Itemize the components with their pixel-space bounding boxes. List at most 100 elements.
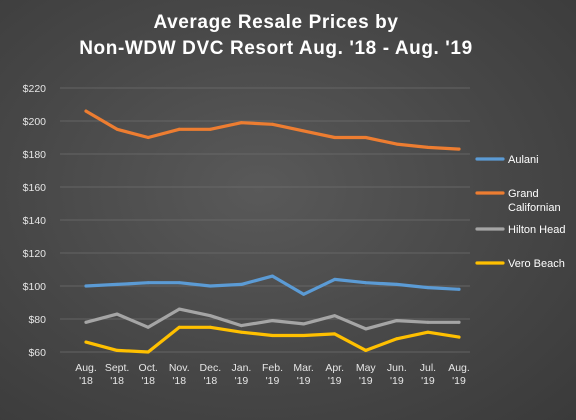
x-tick-label: Nov.: [169, 362, 190, 374]
x-tick-label: '18: [172, 375, 186, 387]
data-point: [333, 332, 337, 336]
x-tick-label: '18: [141, 375, 155, 387]
x-tick-label: Jul.: [420, 362, 436, 374]
data-point: [364, 327, 368, 331]
data-point: [333, 277, 337, 281]
data-point: [239, 121, 243, 125]
y-tick-label: $140: [23, 215, 47, 227]
data-point: [208, 314, 212, 318]
data-point: [84, 284, 88, 288]
data-point: [395, 282, 399, 286]
data-point: [146, 350, 150, 354]
x-tick-label: Apr.: [325, 362, 344, 374]
x-tick-label: '19: [297, 375, 311, 387]
y-tick-label: $100: [23, 281, 47, 293]
data-point: [426, 286, 430, 290]
data-point: [146, 136, 150, 139]
data-point: [333, 314, 337, 318]
data-point: [457, 320, 461, 324]
data-point: [457, 335, 461, 339]
x-tick-label: Dec.: [200, 362, 222, 374]
data-point: [177, 325, 181, 329]
data-point: [208, 127, 212, 131]
data-point: [208, 284, 212, 288]
chart-title-line-1: Average Resale Prices by: [153, 12, 398, 33]
y-axis-ticks: $60 $80 $100 $120 $140 $160 $180 $200 $220: [23, 83, 47, 359]
data-point: [271, 122, 274, 126]
gridlines: [60, 87, 470, 353]
data-point: [84, 109, 88, 113]
data-point: [395, 142, 399, 146]
data-point: [426, 330, 430, 334]
data-point: [302, 292, 306, 296]
x-tick-label: '19: [359, 375, 373, 387]
data-point: [271, 274, 274, 278]
legend: Aulani Grand Californian Hilton Head Vero Be…: [475, 154, 565, 270]
data-point: [84, 320, 88, 324]
data-point: [239, 324, 243, 328]
data-point: [146, 325, 150, 329]
x-tick-label: Jan.: [231, 362, 251, 374]
data-point: [395, 319, 399, 323]
data-point: [115, 127, 119, 131]
data-point: [364, 348, 368, 352]
x-tick-label: '18: [79, 375, 93, 387]
legend-label: Aulani: [508, 154, 539, 166]
x-tick-label: May: [356, 362, 377, 374]
x-tick-label: Oct.: [139, 362, 158, 374]
x-tick-label: '19: [421, 375, 435, 387]
x-tick-label: Feb.: [262, 362, 283, 374]
y-tick-label: $160: [23, 182, 47, 194]
legend-label: Vero Beach: [508, 258, 565, 270]
data-point: [426, 145, 430, 149]
y-tick-label: $200: [23, 116, 47, 128]
data-point: [84, 340, 88, 344]
x-tick-label: '18: [203, 375, 217, 387]
data-point: [302, 322, 306, 326]
y-tick-label: $80: [28, 314, 46, 326]
legend-label: Hilton Head: [508, 224, 565, 236]
data-point: [333, 136, 337, 139]
chart-title-line-2: Non-WDW DVC Resort Aug. '18 - Aug. '19: [79, 38, 473, 59]
x-tick-label: '18: [110, 375, 124, 387]
data-point: [177, 307, 181, 311]
data-point: [426, 320, 430, 324]
data-point: [302, 129, 306, 133]
data-point: [177, 281, 181, 285]
y-tick-label: $180: [23, 149, 47, 161]
x-tick-label: '19: [452, 375, 466, 387]
data-point: [457, 147, 461, 151]
data-point: [271, 334, 274, 337]
data-point: [239, 330, 243, 334]
x-tick-label: Aug.: [448, 362, 470, 374]
data-point: [364, 281, 368, 285]
y-tick-label: $220: [23, 83, 47, 95]
x-tick-label: '19: [266, 375, 280, 387]
data-point: [146, 281, 150, 285]
y-tick-label: $60: [28, 347, 46, 359]
data-point: [302, 334, 306, 337]
data-point: [208, 325, 212, 329]
x-tick-label: '19: [328, 375, 342, 387]
x-tick-label: Aug.: [75, 362, 97, 374]
data-point: [457, 287, 461, 291]
x-tick-label: Jun.: [387, 362, 407, 374]
data-point: [239, 282, 243, 286]
x-tick-label: '19: [235, 375, 249, 387]
legend-label: Californian: [508, 202, 561, 214]
x-tick-label: Mar.: [293, 362, 313, 374]
data-point: [271, 319, 274, 323]
data-point: [115, 348, 119, 352]
legend-label: Grand: [508, 188, 539, 200]
data-point: [115, 312, 119, 316]
data-point: [115, 282, 119, 286]
x-axis-ticks: Aug.'18Sept.'18Oct.'18Nov.'18Dec.'18Jan.…: [75, 362, 470, 387]
data-point: [364, 136, 368, 139]
y-tick-label: $120: [23, 248, 47, 260]
data-point: [177, 127, 181, 131]
series-line-grand-californian: [84, 109, 461, 151]
series-lines: [84, 109, 461, 354]
x-tick-label: Sept.: [105, 362, 130, 374]
